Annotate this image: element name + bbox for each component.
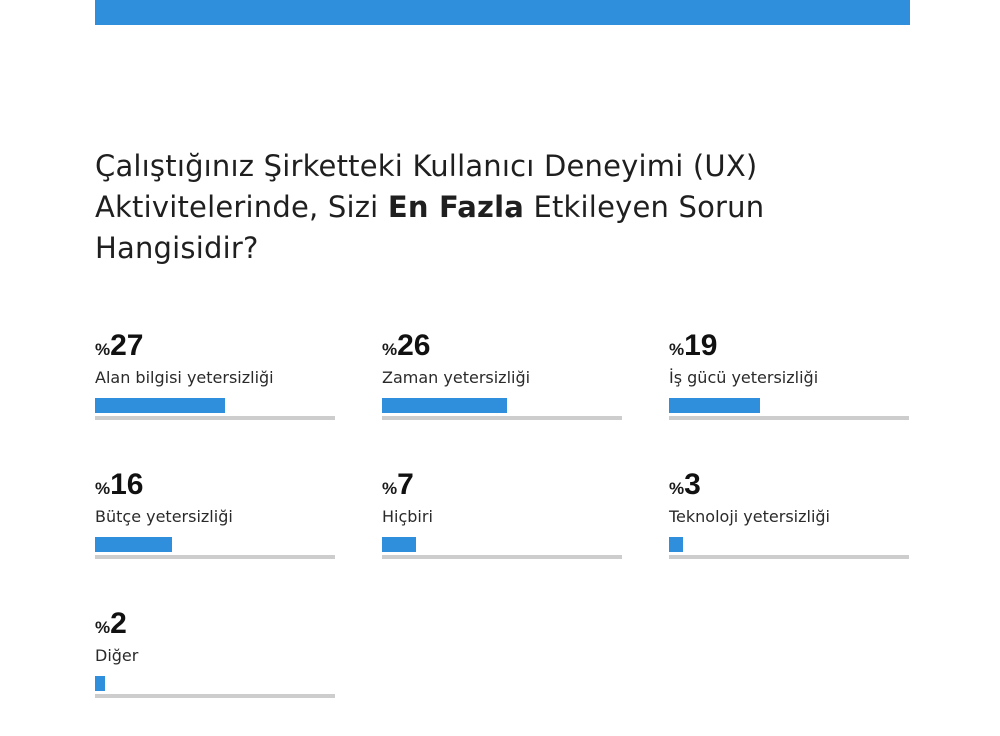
- question-title: Çalıştığınız Şirketteki Kullanıcı Deneyi…: [95, 146, 855, 269]
- question-line-2-start: Aktivitelerinde, Sizi: [95, 190, 388, 224]
- stat-value: %27: [95, 328, 144, 364]
- percent-prefix: %: [669, 340, 685, 359]
- question-line-3: Hangisidir?: [95, 231, 259, 265]
- bar-track: [95, 555, 335, 559]
- bar-track: [95, 416, 335, 420]
- stat-number: 7: [397, 468, 414, 501]
- bar-fill: [669, 398, 760, 413]
- stat-label: Bütçe yetersizliği: [95, 507, 233, 526]
- stat-number: 19: [684, 329, 718, 362]
- percent-prefix: %: [669, 479, 685, 498]
- bar-fill: [95, 537, 172, 552]
- bar-fill: [382, 398, 507, 413]
- stat-number: 3: [684, 468, 701, 501]
- bar-track: [669, 555, 909, 559]
- bar-fill: [382, 537, 416, 552]
- stat-value: %19: [669, 328, 718, 364]
- bar-fill: [95, 676, 105, 691]
- stat-item: %27 Alan bilgisi yetersizliği: [95, 328, 335, 438]
- bar-fill: [669, 537, 683, 552]
- stat-number: 16: [110, 468, 144, 501]
- percent-prefix: %: [382, 479, 398, 498]
- stat-value: %3: [669, 467, 701, 503]
- stat-item: %26 Zaman yetersizliği: [382, 328, 622, 438]
- bar-track: [382, 416, 622, 420]
- question-line-1: Çalıştığınız Şirketteki Kullanıcı Deneyi…: [95, 149, 758, 183]
- question-line-2-end: Etkileyen Sorun: [524, 190, 765, 224]
- stat-item: %19 İş gücü yetersizliği: [669, 328, 909, 438]
- stat-label: Diğer: [95, 646, 139, 665]
- percent-prefix: %: [95, 618, 111, 637]
- stat-value: %7: [382, 467, 414, 503]
- stat-label: Alan bilgisi yetersizliği: [95, 368, 274, 387]
- stat-item: %16 Bütçe yetersizliği: [95, 467, 335, 577]
- stat-value: %2: [95, 606, 127, 642]
- stat-value: %26: [382, 328, 431, 364]
- bar-track: [95, 694, 335, 698]
- stat-label: Hiçbiri: [382, 507, 433, 526]
- bar-fill: [95, 398, 225, 413]
- stat-label: Teknoloji yetersizliği: [669, 507, 830, 526]
- top-accent-bar: [95, 0, 910, 25]
- stat-label: Zaman yetersizliği: [382, 368, 531, 387]
- stat-number: 2: [110, 607, 127, 640]
- stat-number: 26: [397, 329, 431, 362]
- percent-prefix: %: [95, 479, 111, 498]
- bar-track: [382, 555, 622, 559]
- bar-track: [669, 416, 909, 420]
- stat-label: İş gücü yetersizliği: [669, 368, 819, 387]
- stat-number: 27: [110, 329, 144, 362]
- stat-item: %7 Hiçbiri: [382, 467, 622, 577]
- stat-value: %16: [95, 467, 144, 503]
- percent-prefix: %: [382, 340, 398, 359]
- percent-prefix: %: [95, 340, 111, 359]
- question-emphasis: En Fazla: [387, 190, 525, 224]
- stat-item: %2 Diğer: [95, 606, 335, 716]
- stat-item: %3 Teknoloji yetersizliği: [669, 467, 909, 577]
